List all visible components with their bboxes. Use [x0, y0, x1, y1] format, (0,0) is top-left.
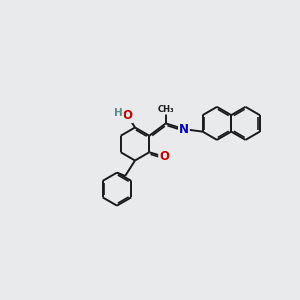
Text: O: O	[159, 150, 169, 163]
Text: H: H	[114, 108, 123, 118]
Text: CH₃: CH₃	[158, 105, 174, 114]
Text: O: O	[123, 109, 133, 122]
Text: N: N	[179, 123, 189, 136]
